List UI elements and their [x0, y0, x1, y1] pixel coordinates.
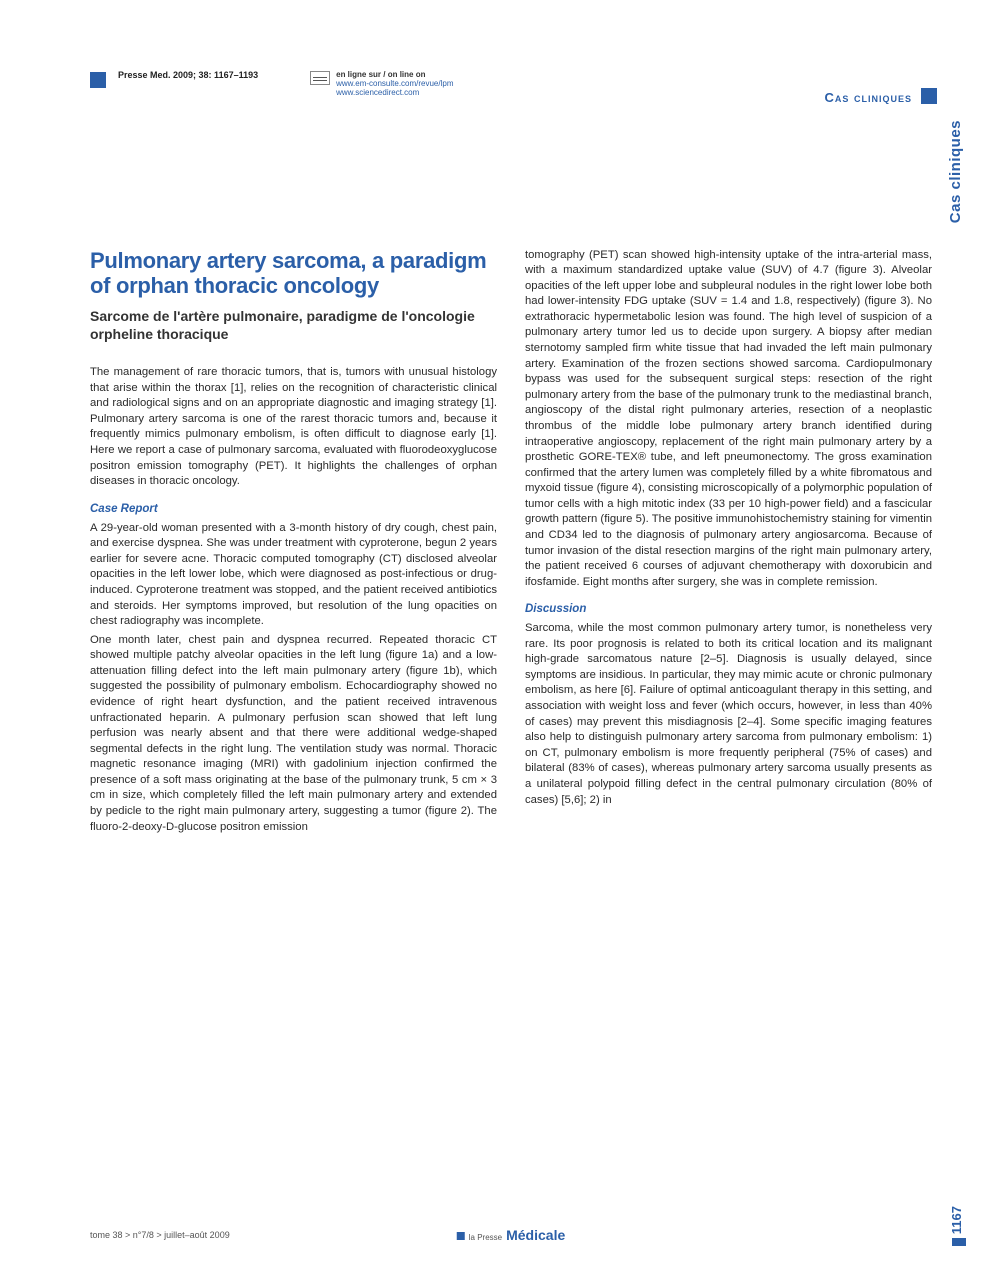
online-text: en ligne sur / on line on www.em-consult… — [336, 70, 453, 98]
discussion-paragraph-1: Sarcoma, while the most common pulmonary… — [525, 621, 932, 808]
footer-issue: tome 38 > n°7/8 > juillet–août 2009 — [90, 1230, 230, 1240]
brand-prefix: la Presse — [469, 1233, 502, 1242]
article-subtitle: Sarcome de l'artère pulmonaire, paradigm… — [90, 308, 497, 343]
col2-paragraph-1: tomography (PET) scan showed high-intens… — [525, 248, 932, 591]
flag-icon — [310, 71, 330, 85]
page-number-square-icon — [952, 1238, 966, 1246]
content-columns: Pulmonary artery sarcoma, a paradigm of … — [90, 248, 932, 839]
accent-square-icon — [90, 72, 106, 88]
section-label-square-icon — [921, 88, 937, 104]
article-title: Pulmonary artery sarcoma, a paradigm of … — [90, 248, 497, 299]
discussion-heading: Discussion — [525, 602, 932, 618]
online-url-2: www.sciencedirect.com — [336, 88, 419, 97]
brand-name: Médicale — [506, 1227, 565, 1243]
footer-square-icon — [457, 1232, 465, 1240]
page-container: Presse Med. 2009; 38: 1167–1193 en ligne… — [0, 0, 992, 1276]
footer-brand: la Presse Médicale — [457, 1227, 566, 1243]
citation-text: Presse Med. 2009; 38: 1167–1193 — [118, 70, 258, 80]
intro-paragraph: The management of rare thoracic tumors, … — [90, 365, 497, 490]
header-row: Presse Med. 2009; 38: 1167–1193 en ligne… — [90, 70, 932, 98]
body-text-left: The management of rare thoracic tumors, … — [90, 365, 497, 835]
case-paragraph-1: A 29-year-old woman presented with a 3-m… — [90, 521, 497, 630]
side-tab: Cas cliniques — [947, 120, 964, 223]
column-left: Pulmonary artery sarcoma, a paradigm of … — [90, 248, 497, 839]
page-number: 1167 — [949, 1206, 964, 1234]
body-text-right: tomography (PET) scan showed high-intens… — [525, 248, 932, 809]
online-url-1: www.em-consulte.com/revue/lpm — [336, 79, 453, 88]
section-label: Cas cliniques — [824, 90, 912, 105]
online-block: en ligne sur / on line on www.em-consult… — [310, 70, 453, 98]
column-right: tomography (PET) scan showed high-intens… — [525, 248, 932, 839]
case-report-heading: Case Report — [90, 502, 497, 518]
online-label: en ligne sur / on line on — [336, 70, 425, 79]
footer: tome 38 > n°7/8 > juillet–août 2009 la P… — [90, 1230, 932, 1240]
case-paragraph-2: One month later, chest pain and dyspnea … — [90, 633, 497, 836]
